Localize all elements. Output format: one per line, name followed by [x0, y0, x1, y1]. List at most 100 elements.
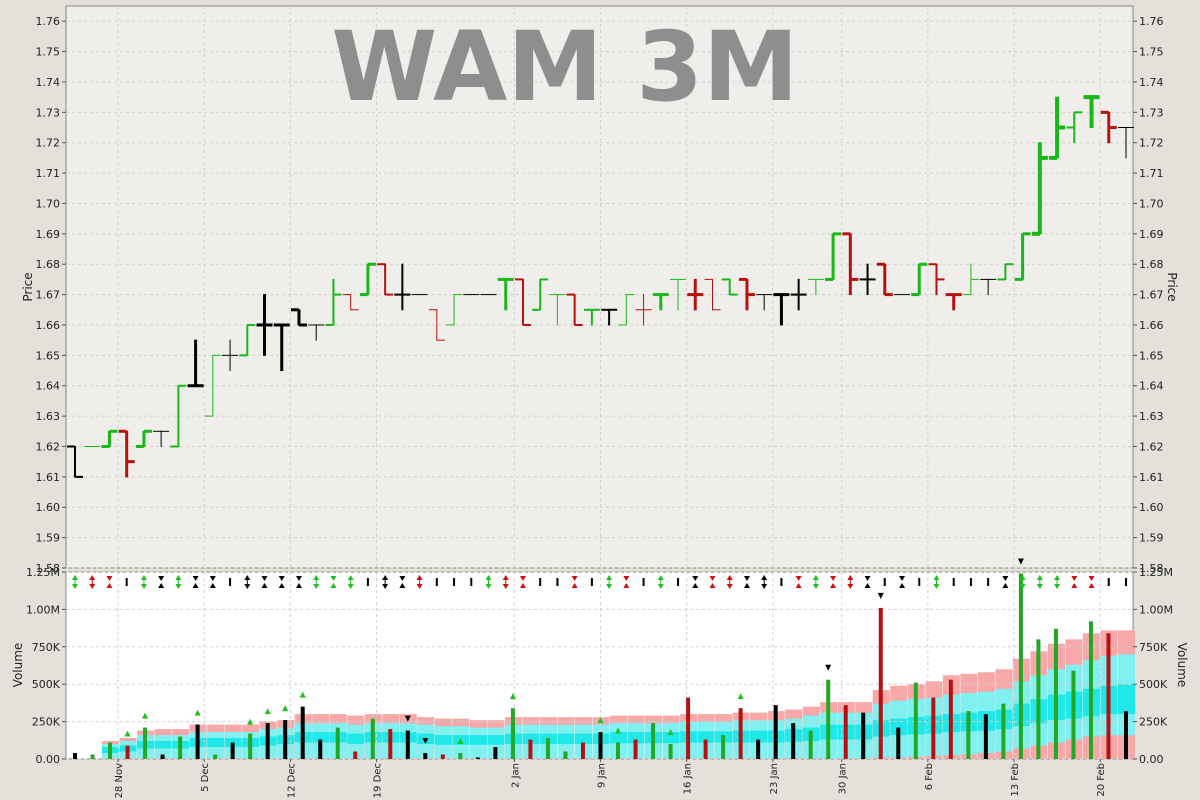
top-marker: [657, 575, 664, 589]
top-marker: [606, 575, 613, 589]
top-marker-arrow-down: [847, 584, 854, 589]
ohlc-bar: [807, 278, 824, 296]
top-marker-arrow-up: [709, 583, 716, 588]
volume-signal-marker: [247, 718, 254, 725]
ohlc-bar: [825, 232, 842, 281]
volume-bar: [475, 757, 480, 759]
volume-bar: [213, 754, 218, 759]
volume-top-markers: [72, 575, 1127, 589]
ohlc-bar: [1100, 110, 1117, 144]
price-tick-label: 1.62: [36, 440, 61, 453]
volume-signal-marker: [615, 727, 622, 734]
top-marker: [106, 576, 113, 588]
top-marker-arrow-up: [416, 575, 423, 580]
ohlc-bar: [84, 445, 101, 447]
top-marker-arrow-up: [847, 575, 854, 580]
top-marker-arrow-up: [313, 575, 320, 580]
volume-tick-label: 0.00: [36, 753, 61, 766]
volume-signal-marker: [282, 705, 289, 712]
price-tick-label: 1.58: [1139, 562, 1164, 575]
top-marker: [278, 576, 285, 588]
volume-bar: [90, 754, 95, 759]
ohlc-bar: [1118, 127, 1134, 159]
price-axis-left: 1.58 1.59 1.60 1.61 1.62 1.63 1.64 1.65 1.66 1.67…: [36, 15, 66, 575]
price-tick-label: 1.59: [36, 532, 61, 545]
ohlc-bar: [928, 263, 945, 296]
top-marker-arrow-down: [933, 584, 940, 589]
top-marker-arrow-up: [726, 575, 733, 580]
ohlc-bar: [153, 430, 170, 447]
price-tick-label: 1.69: [1139, 228, 1164, 241]
date-tick-label: 2 Jan: [510, 763, 521, 788]
ohlc-bar: [962, 263, 979, 296]
volume-bar: [283, 720, 288, 759]
top-marker-arrow-up: [899, 583, 906, 588]
ohlc-bar: [377, 263, 394, 296]
price-tick-label: 1.63: [1139, 410, 1164, 423]
volume-bar: [230, 742, 235, 759]
top-marker: [1002, 576, 1009, 588]
ohlc-bar: [687, 278, 704, 311]
volume-bar: [878, 607, 883, 759]
date-tick-label: 5 Dec: [200, 763, 211, 792]
volume-tick-label: 750K: [32, 641, 61, 654]
ohlc-bar: [704, 278, 721, 311]
price-tick-label: 1.74: [36, 76, 61, 89]
top-marker: [313, 575, 320, 589]
top-marker: [502, 575, 509, 589]
top-marker-arrow-down: [864, 576, 871, 581]
volume-ylabel-left: Volume: [11, 643, 25, 688]
volume-bar: [756, 739, 761, 759]
volume-signal-marker: [124, 730, 131, 737]
top-marker: [519, 576, 526, 588]
top-marker-arrow-up: [864, 583, 871, 588]
top-marker: [795, 576, 802, 588]
ohlc-bar: [859, 263, 876, 296]
top-marker-arrow-down: [209, 576, 216, 581]
top-marker-arrow-down: [623, 576, 630, 581]
top-marker-arrow-down: [382, 584, 389, 589]
volume-ylabel-right: Volume: [1175, 643, 1189, 688]
volume-bar: [598, 732, 603, 759]
top-marker-arrow-down: [709, 576, 716, 581]
top-marker-arrow-up: [1088, 583, 1095, 588]
ohlc-bar: [204, 354, 221, 417]
top-marker-arrow-up: [485, 575, 492, 580]
ohlc-bar: [446, 294, 463, 326]
top-marker-arrow-down: [1088, 576, 1095, 581]
volume-signal-marker: [597, 717, 604, 724]
volume-band-inner-lower: [67, 732, 1135, 759]
ohlc-bar: [583, 308, 600, 326]
ohlc-bar: [325, 278, 342, 326]
volume-bar: [966, 711, 971, 759]
ohlc-bar: [635, 294, 652, 326]
date-tick-label: 6 Feb: [924, 763, 935, 790]
top-marker: [830, 576, 837, 588]
top-marker: [623, 576, 630, 588]
ohlc-bar: [773, 293, 790, 326]
top-marker-arrow-down: [761, 584, 768, 589]
volume-tick-label: 250K: [32, 716, 61, 729]
volume-tick-label: 500K: [32, 678, 61, 691]
top-marker-arrow-up: [606, 575, 613, 580]
volume-bar: [493, 747, 498, 759]
top-marker-arrow-down: [140, 584, 147, 589]
volume-signal-marker: [422, 738, 429, 745]
volume-tick-label: 750K: [1139, 641, 1168, 654]
volume-tick-label: 1.25M: [26, 566, 60, 579]
top-marker-arrow-down: [72, 584, 78, 589]
date-tick-label: 20 Feb: [1096, 763, 1107, 797]
price-ylabel-left: Price: [21, 272, 35, 301]
volume-bar: [353, 751, 358, 759]
ohlc-bar: [549, 294, 566, 326]
price-tick-label: 1.58: [36, 562, 61, 575]
date-tick-label: 19 Dec: [373, 763, 384, 798]
top-marker-arrow-down: [192, 576, 199, 581]
ohlc-bar: [997, 263, 1014, 281]
top-marker-arrow-up: [330, 583, 337, 588]
price-ylabel-right: Price: [1165, 272, 1179, 301]
ohlc-bar: [239, 323, 256, 357]
volume-signals: [124, 558, 1024, 745]
ohlc-bar: [290, 308, 307, 327]
volume-bar: [843, 705, 848, 759]
